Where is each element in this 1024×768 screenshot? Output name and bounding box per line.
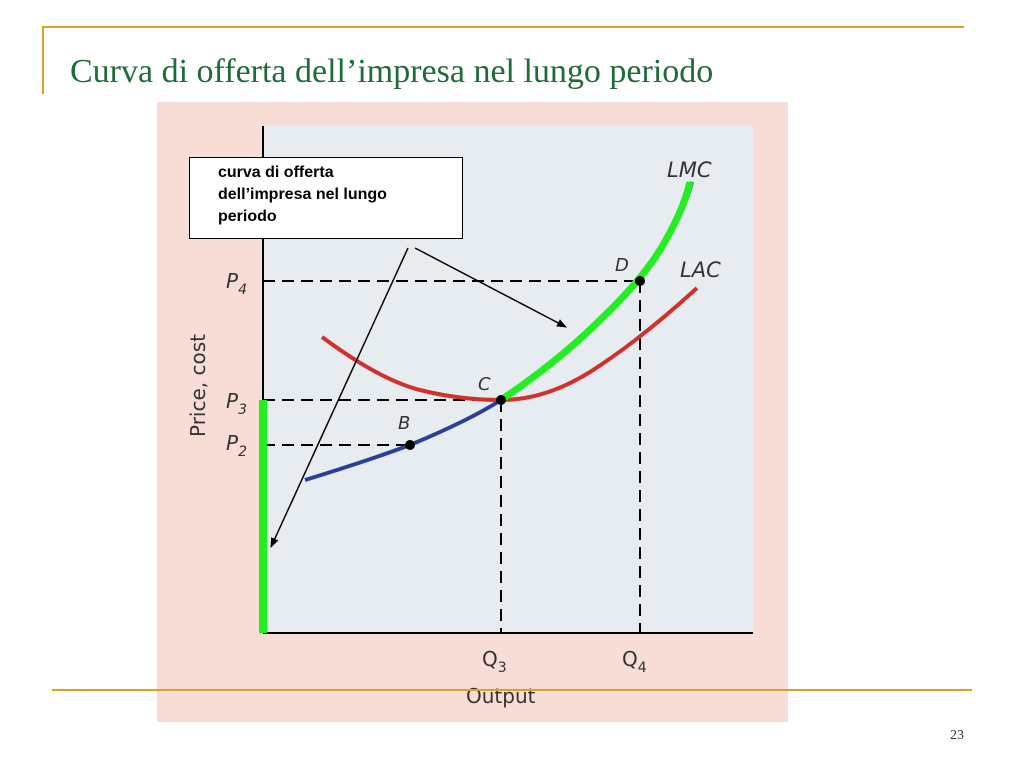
- tick-label-p2-sub: 2: [238, 444, 247, 460]
- tick-label-p4: P4: [226, 269, 247, 298]
- slide-title: Curva di offerta dell’impresa nel lungo …: [70, 53, 714, 90]
- frame-bottom-rule: [52, 689, 972, 691]
- point-b-label: B: [398, 413, 410, 434]
- tick-label-q3-main: Q: [482, 647, 498, 671]
- tick-label-q3-sub: 3: [498, 660, 507, 676]
- tick-label-p2-main: P: [226, 431, 239, 455]
- lac-label: LAC: [680, 258, 721, 282]
- point-b-marker: [405, 440, 415, 450]
- y-axis-title: Price, cost: [186, 334, 210, 437]
- tick-label-q3: Q3: [482, 647, 507, 676]
- lmc-label: LMC: [667, 158, 712, 182]
- supply-curve-callout: curva di offerta dell’impresa nel lungo …: [189, 157, 463, 239]
- point-c-label: C: [478, 374, 491, 395]
- point-d-marker: [635, 276, 645, 286]
- frame-left-rule: [42, 26, 44, 94]
- tick-label-p2: P2: [226, 431, 247, 460]
- callout-arrow-to-axis: [270, 247, 409, 548]
- page-number: 23: [950, 728, 964, 743]
- point-c-marker: [496, 395, 506, 405]
- frame-top-rule: [42, 26, 964, 28]
- tick-label-p4-main: P: [226, 269, 239, 293]
- tick-label-q4: Q4: [622, 647, 647, 676]
- callout-arrow-to-lmc: [414, 247, 567, 328]
- tick-label-q4-sub: 4: [638, 660, 647, 676]
- point-d-label: D: [615, 255, 629, 276]
- tick-label-p3-main: P: [226, 389, 239, 413]
- tick-label-p3-sub: 3: [238, 402, 247, 418]
- figure-panel: LMC LAC B C D P4 P3 P2 Q3 Q4 Output Pric…: [157, 102, 788, 722]
- callout-text: curva di offerta dell’impresa nel lungo …: [218, 164, 387, 225]
- long-run-supply-curve: [499, 181, 694, 403]
- tick-label-q4-main: Q: [622, 647, 638, 671]
- tick-label-p4-sub: 4: [238, 282, 247, 298]
- x-axis-title: Output: [466, 684, 536, 708]
- tick-label-p3: P3: [226, 389, 247, 418]
